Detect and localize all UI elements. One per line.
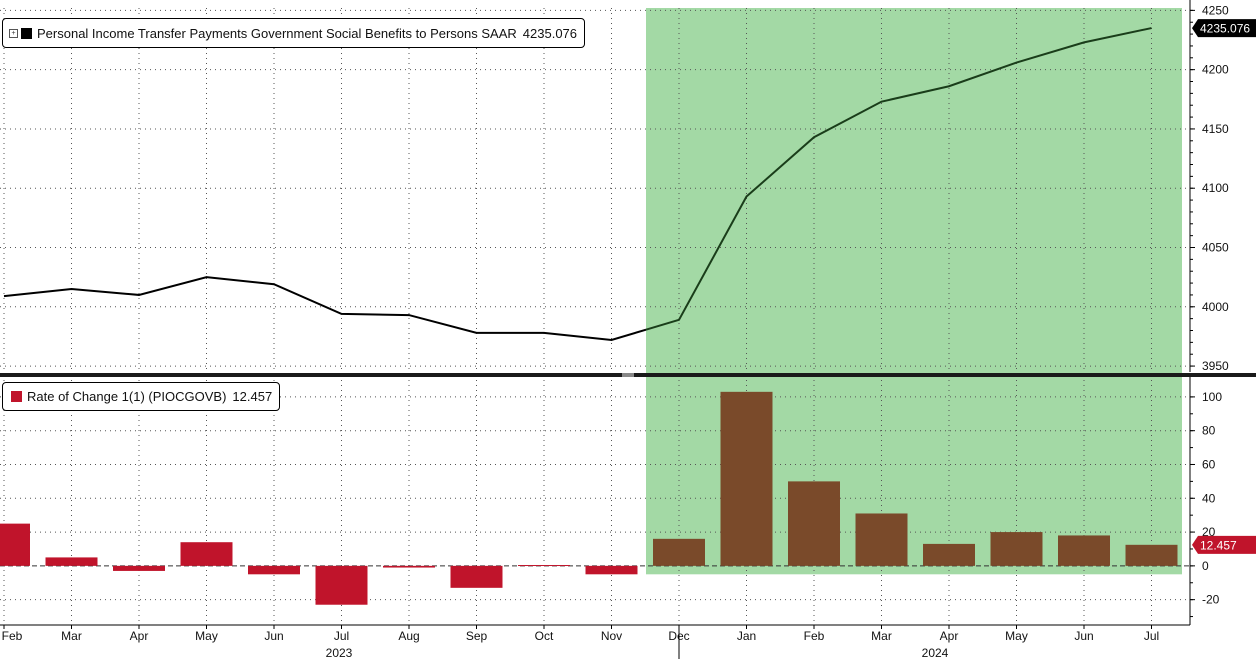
- y-tick-label: 4150: [1202, 122, 1229, 136]
- year-label: 2024: [922, 646, 949, 659]
- y-tick-label: 100: [1202, 390, 1222, 404]
- bar: [1125, 544, 1178, 566]
- x-tick-label: Jun: [1074, 629, 1093, 643]
- y-tick-label: 4000: [1202, 300, 1229, 314]
- bar: [518, 565, 570, 567]
- x-tick-label: Jan: [737, 629, 756, 643]
- series-line-highlighted: [645, 27, 1152, 331]
- bar: [585, 565, 638, 575]
- panel-resize-handle: [622, 373, 634, 377]
- x-tick-label: Aug: [398, 629, 419, 643]
- y-tick-label: 60: [1202, 457, 1216, 471]
- x-tick-label: Jul: [334, 629, 349, 643]
- bar: [180, 542, 233, 566]
- x-tick-label: Nov: [601, 629, 622, 643]
- x-tick-label: Oct: [535, 629, 554, 643]
- x-tick-label: Apr: [940, 629, 959, 643]
- legend-label: Rate of Change 1(1) (PIOCGOVB): [27, 389, 227, 404]
- bar: [720, 391, 773, 566]
- last-value-tag: [1192, 19, 1256, 38]
- highlight-region: [646, 8, 1182, 373]
- bar: [855, 513, 908, 566]
- legend-value: 4235.076: [522, 25, 578, 41]
- y-tick-label: -20: [1202, 593, 1220, 607]
- y-tick-label: 4200: [1202, 63, 1229, 77]
- x-tick-label: Sep: [466, 629, 488, 643]
- y-tick-label: 4050: [1202, 241, 1229, 255]
- x-tick-label: Apr: [130, 629, 149, 643]
- x-tick-label: Feb: [2, 629, 23, 643]
- last-value-label: 4235.076: [1200, 22, 1250, 36]
- y-tick-label: 0: [1202, 559, 1209, 573]
- y-tick-label: 4100: [1202, 181, 1229, 195]
- top-legend: + Personal Income Transfer Payments Gove…: [2, 18, 586, 48]
- bar: [450, 565, 503, 588]
- legend-swatch: [21, 27, 32, 39]
- y-tick-label: 3950: [1202, 359, 1229, 373]
- y-tick-label: 20: [1202, 525, 1216, 539]
- bar: [45, 557, 98, 566]
- x-tick-label: Mar: [871, 629, 892, 643]
- bar: [315, 565, 368, 605]
- year-label: 2023: [326, 646, 353, 659]
- last-value-label: 12.457: [1200, 538, 1237, 552]
- legend-value: 12.457: [232, 389, 273, 404]
- bar: [248, 565, 300, 575]
- last-value-tag: [1192, 535, 1256, 554]
- bar: [113, 565, 165, 571]
- bar: [653, 538, 705, 566]
- y-tick-label: 4250: [1202, 3, 1229, 17]
- y-tick-label: 80: [1202, 424, 1216, 438]
- legend-swatch: [11, 391, 22, 402]
- x-tick-label: Mar: [61, 629, 82, 643]
- x-tick-label: Feb: [804, 629, 825, 643]
- bar: [383, 565, 435, 568]
- bar: [923, 543, 975, 566]
- x-tick-label: May: [1005, 629, 1028, 643]
- bottom-legend: Rate of Change 1(1) (PIOCGOVB) 12.457: [2, 382, 281, 411]
- x-tick-label: Jul: [1144, 629, 1159, 643]
- bar: [788, 481, 840, 566]
- series-line: [3, 276, 647, 342]
- expand-icon[interactable]: +: [9, 28, 18, 38]
- bar: [0, 523, 30, 566]
- y-tick-label: 40: [1202, 491, 1216, 505]
- bar: [990, 532, 1043, 566]
- x-tick-label: May: [195, 629, 218, 643]
- legend-label: Personal Income Transfer Payments Govern…: [37, 25, 517, 41]
- bar: [1058, 535, 1110, 566]
- x-tick-label: Jun: [264, 629, 283, 643]
